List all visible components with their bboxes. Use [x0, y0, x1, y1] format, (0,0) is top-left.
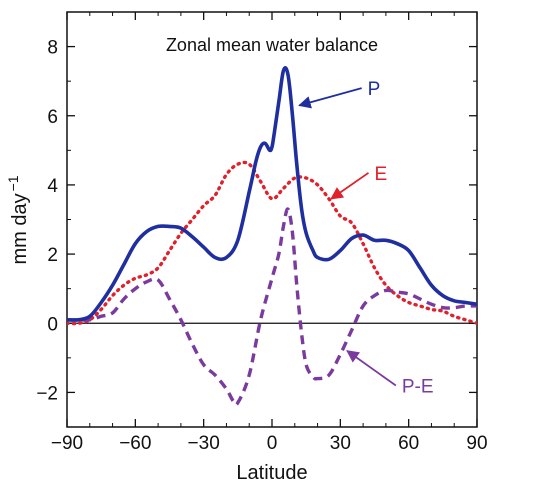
series-label-e: E	[375, 164, 388, 185]
x-tick-label: 30	[330, 433, 351, 454]
series-label-p: P	[368, 79, 381, 100]
y-axis-title: mm day −1	[5, 175, 31, 264]
x-tick-label: 60	[398, 433, 419, 454]
annotations: P E P-E	[298, 79, 434, 398]
series-label-pe: P-E	[402, 377, 434, 398]
y-tick-label: 2	[47, 245, 58, 266]
y-tick-label: 0	[47, 314, 58, 335]
y-axis-title-superscript: −1	[5, 175, 21, 191]
x-tick-label: −30	[188, 433, 220, 454]
y-tick-label: 8	[47, 38, 58, 59]
y-tick-label: 4	[47, 176, 58, 197]
y-tick-label: −2	[36, 383, 58, 404]
y-axis-title-text: mm day	[9, 193, 31, 264]
y-tick-label: 6	[47, 107, 58, 128]
x-tick-label: 90	[466, 433, 487, 454]
series-line-e	[67, 160, 477, 326]
x-axis-title: Latitude	[236, 462, 307, 484]
series-group	[67, 66, 477, 407]
arrow-pe	[346, 350, 397, 387]
arrow-p	[298, 87, 362, 109]
series-line-pe	[67, 207, 477, 407]
x-tick-label: −90	[51, 433, 83, 454]
chart-title: Zonal mean water balance	[166, 35, 378, 55]
plot-frame	[66, 11, 478, 428]
x-tick-label: −60	[119, 433, 151, 454]
series-line-p	[67, 66, 477, 322]
arrow-e	[330, 172, 370, 200]
axes: −90 −60 −30 0 30 60 90 −2 0 2 4 6 8	[36, 11, 488, 454]
x-tick-label: 0	[267, 433, 278, 454]
